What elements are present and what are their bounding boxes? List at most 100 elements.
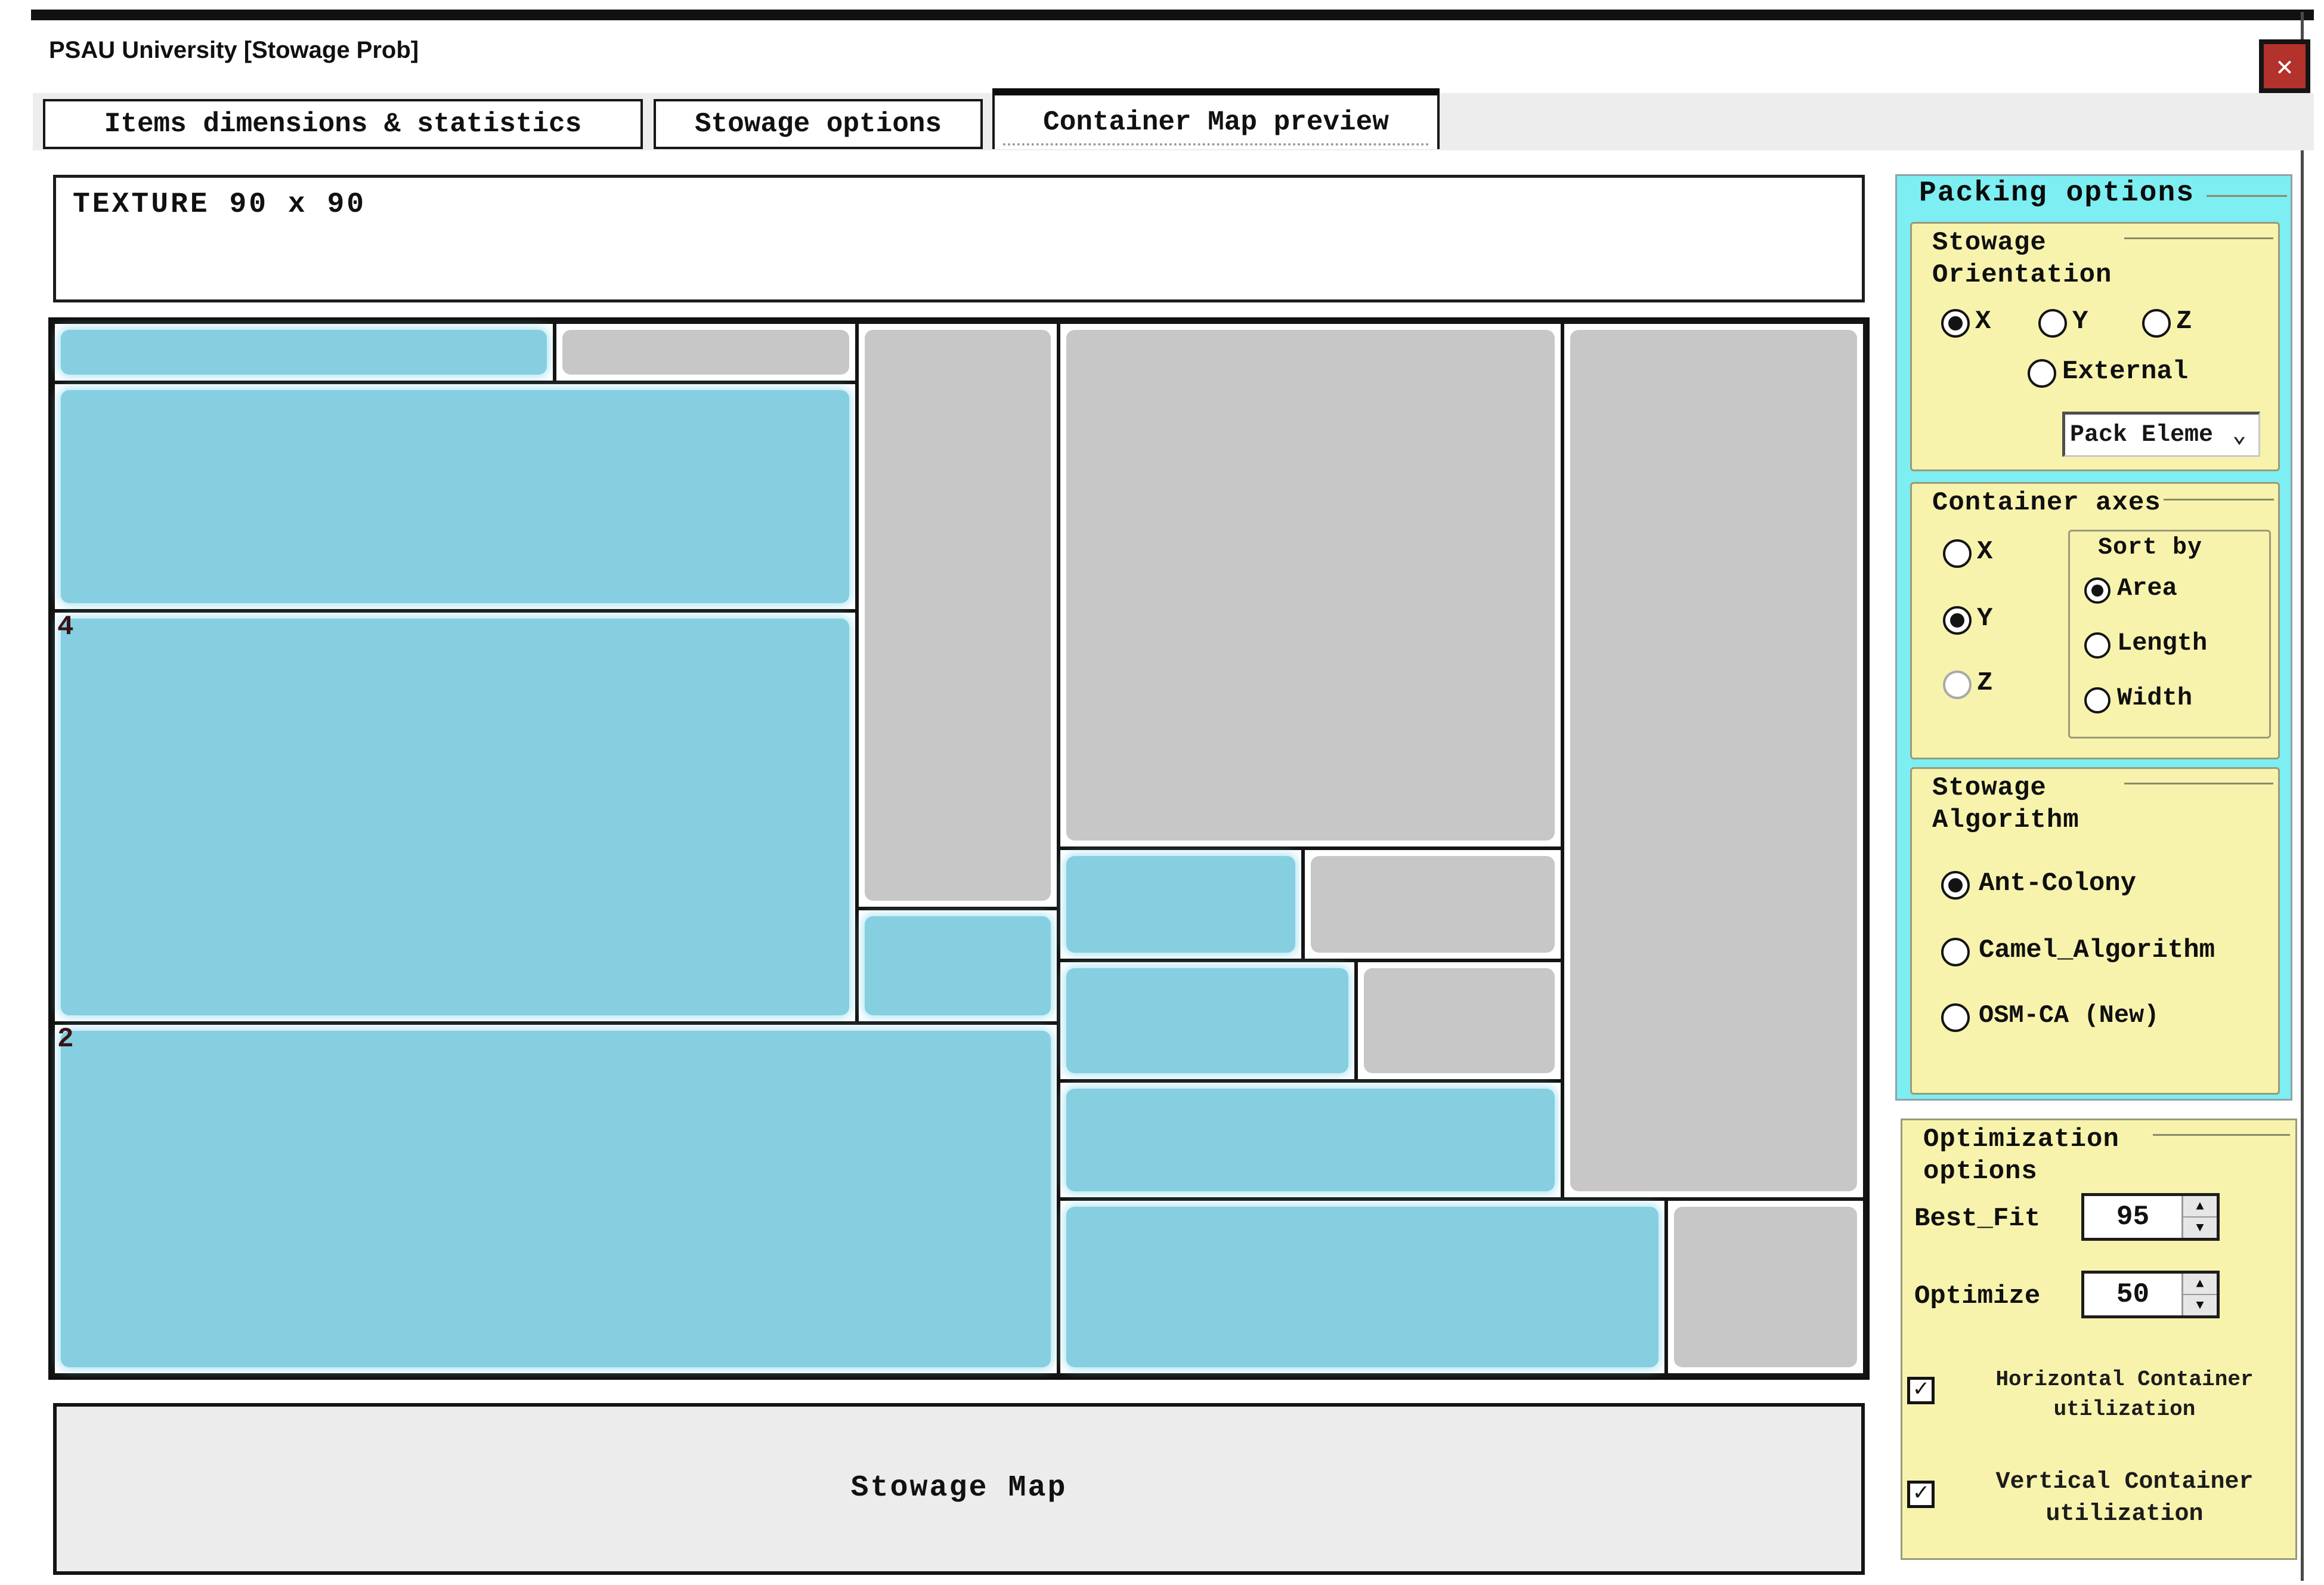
vertical-utilization-checkbox[interactable]: ✓ [1907, 1481, 1935, 1508]
close-icon: ✕ [2276, 52, 2293, 84]
pack-elements-dropdown-value: Pack Eleme [2070, 421, 2214, 449]
map-cell: 4 [51, 609, 859, 1025]
horizontal-utilization-label-2: utilization [2053, 1397, 2196, 1422]
map-cell [1057, 959, 1358, 1083]
radio-orientation-z-label: Z [2176, 307, 2192, 336]
texture-info-box: TEXTURE 90 x 90 [53, 175, 1865, 302]
groupbox-line [2124, 237, 2273, 239]
radio-axes-z-label: Z [1977, 668, 1993, 698]
best-fit-spinner[interactable]: 95 ▲ ▼ [2081, 1193, 2220, 1241]
map-cell [1057, 846, 1305, 962]
stowed-item [1066, 1207, 1658, 1367]
groupbox-line [2153, 1134, 2290, 1136]
free-space [1570, 330, 1857, 1191]
map-cell [1561, 320, 1867, 1201]
vertical-utilization-label-1: Vertical Container [1995, 1469, 2254, 1496]
stowage-orientation-title-1: Stowage [1932, 228, 2047, 258]
radio-axes-x[interactable] [1943, 539, 1972, 568]
close-button[interactable]: ✕ [2259, 39, 2310, 93]
map-cell [1057, 1079, 1564, 1201]
check-icon: ✓ [1913, 1481, 1929, 1507]
radio-algo-ant-colony[interactable] [1941, 871, 1970, 900]
stowed-item [865, 916, 1051, 1015]
groupbox-line [2207, 195, 2287, 197]
sort-by-group [2068, 530, 2271, 739]
radio-orientation-y-label: Y [2072, 307, 2088, 336]
radio-algo-osm-ca[interactable] [1941, 1003, 1970, 1032]
item-number-label: 2 [57, 1024, 74, 1055]
radio-algo-camel-label: Camel_Algorithm [1979, 935, 2215, 965]
tab-container-map-preview[interactable]: Container Map preview [992, 88, 1440, 149]
radio-orientation-x-label: X [1975, 307, 1991, 336]
map-cell: 2 [51, 1021, 1060, 1377]
optimize-spinner[interactable]: 50 ▲ ▼ [2081, 1271, 2220, 1318]
stowed-item [61, 390, 849, 603]
stowage-map-caption: Stowage Map [850, 1471, 1067, 1505]
radio-sort-area-label: Area [2117, 574, 2177, 603]
optimize-value: 50 [2116, 1279, 2150, 1310]
stowed-item [61, 1031, 1051, 1367]
tab-label: Items dimensions & statistics [104, 109, 582, 140]
packing-options-title: Packing options [1919, 177, 2195, 209]
pack-elements-dropdown[interactable]: Pack Eleme ⌄ [2062, 412, 2260, 457]
tab-stowage-options[interactable]: Stowage options [654, 99, 983, 149]
tab-items-dimensions[interactable]: Items dimensions & statistics [43, 99, 643, 149]
map-cell [553, 320, 859, 384]
map-cell [1301, 846, 1564, 962]
radio-axes-y[interactable] [1943, 606, 1972, 635]
window-top-border [31, 10, 2314, 20]
map-cell [51, 320, 556, 384]
check-icon: ✓ [1913, 1377, 1929, 1404]
map-cell [855, 320, 1060, 910]
stowage-algorithm-title-1: Stowage [1932, 773, 2047, 803]
optimize-spin-down-button[interactable]: ▼ [2183, 1295, 2217, 1315]
chevron-down-icon: ⌄ [2232, 422, 2247, 450]
texture-label: TEXTURE 90 x 90 [73, 189, 367, 221]
map-cell [1057, 1197, 1668, 1377]
best-fit-label: Best_Fit [1914, 1204, 2041, 1234]
radio-sort-width[interactable] [2084, 687, 2111, 713]
horizontal-utilization-checkbox[interactable]: ✓ [1907, 1377, 1935, 1404]
stowage-orientation-title-2: Orientation [1932, 260, 2112, 290]
radio-orientation-y[interactable] [2038, 309, 2067, 338]
free-space [865, 330, 1051, 901]
optimization-title-1: Optimization [1923, 1124, 2119, 1154]
stowage-algorithm-title-2: Algorithm [1932, 805, 2079, 835]
radio-sort-width-label: Width [2117, 684, 2193, 712]
radio-orientation-external-label: External [2062, 357, 2189, 387]
tab-label: Stowage options [694, 109, 942, 140]
radio-axes-z[interactable] [1943, 671, 1972, 699]
radio-orientation-external[interactable] [2028, 359, 2056, 388]
map-cell [1664, 1197, 1867, 1377]
free-space [1364, 968, 1555, 1073]
optimize-label: Optimize [1914, 1281, 2041, 1311]
free-space [1311, 856, 1555, 953]
radio-axes-y-label: Y [1977, 604, 1993, 634]
radio-sort-length-label: Length [2117, 629, 2208, 657]
best-fit-spin-down-button[interactable]: ▼ [2183, 1218, 2217, 1238]
best-fit-spin-up-button[interactable]: ▲ [2183, 1196, 2217, 1218]
radio-algo-osm-ca-label: OSM-CA (New) [1979, 1001, 2159, 1030]
tab-label: Container Map preview [1043, 107, 1389, 138]
stowage-map-caption-box: Stowage Map [53, 1403, 1865, 1575]
stowed-item [61, 330, 547, 375]
vertical-utilization-label-2: utilization [2046, 1501, 2204, 1528]
radio-sort-area[interactable] [2084, 577, 2111, 604]
groupbox-line [2124, 783, 2273, 784]
best-fit-value: 95 [2116, 1201, 2150, 1232]
groupbox-line [2164, 499, 2274, 500]
horizontal-utilization-label-1: Horizontal Container [1995, 1367, 2254, 1392]
map-cell [51, 381, 859, 613]
stowed-item [1066, 968, 1348, 1073]
optimize-spin-up-button[interactable]: ▲ [2183, 1274, 2217, 1295]
optimization-title-2: options [1923, 1157, 2038, 1187]
radio-algo-camel[interactable] [1941, 938, 1970, 966]
free-space [1066, 330, 1555, 841]
window-right-border [2301, 12, 2304, 1581]
radio-orientation-z[interactable] [2142, 309, 2171, 338]
radio-sort-length[interactable] [2084, 632, 2111, 659]
radio-axes-x-label: X [1977, 537, 1993, 567]
item-number-label: 4 [57, 611, 74, 642]
radio-orientation-x[interactable] [1941, 309, 1970, 338]
optimization-options-group [1901, 1119, 2297, 1560]
